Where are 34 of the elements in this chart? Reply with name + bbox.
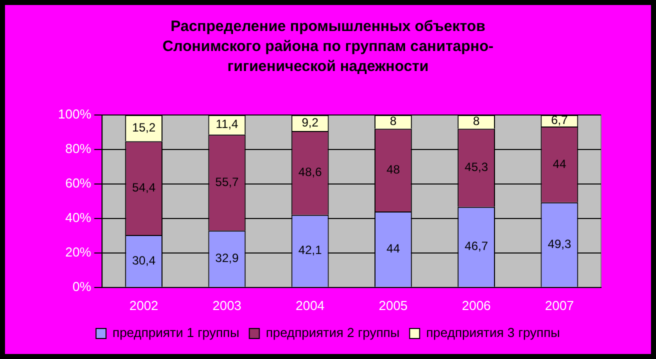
data-label: 44: [386, 242, 400, 256]
x-tick-label: 2006: [462, 298, 491, 313]
data-label: 15,2: [132, 120, 156, 134]
y-tick-label: 80%: [65, 141, 92, 156]
y-tick-label: 40%: [65, 210, 92, 226]
x-tick-label: 2005: [378, 298, 408, 313]
x-tick-label: 2003: [212, 298, 242, 313]
data-label: 55,7: [215, 174, 239, 189]
data-label: 45,3: [464, 160, 488, 174]
x-tick-label: 2002: [129, 298, 158, 313]
y-tick-label: 60%: [65, 176, 92, 191]
data-label: 48,6: [298, 165, 322, 180]
data-label: 8: [390, 114, 397, 128]
data-label: 32,9: [215, 251, 239, 266]
legend-label: предприятия 2 группы: [266, 325, 400, 340]
legend-label: предприяти 1 группы: [112, 325, 240, 340]
y-tick-label: 100%: [58, 106, 92, 122]
y-tick-label: 0%: [72, 278, 92, 294]
chart-title: Распределение промышленных объектов Слонимского района по группам санитарно-гигиенической надежности: [161, 17, 495, 77]
y-tick-label: 20%: [65, 244, 92, 260]
data-label: 6,7: [551, 113, 568, 128]
x-tick-label: 2007: [544, 298, 574, 313]
data-label: 11,4: [216, 117, 238, 132]
data-label: 44: [552, 156, 566, 171]
data-label: 8: [472, 114, 480, 128]
data-label: 9,2: [302, 115, 319, 130]
data-label: 49,3: [548, 236, 572, 251]
data-label: 54,4: [132, 180, 156, 194]
data-label: 30,4: [132, 253, 156, 268]
legend-label: предприятия 3 группы: [426, 325, 560, 340]
data-label: 46,7: [464, 239, 488, 254]
data-label: 42,1: [298, 243, 322, 258]
x-tick-label: 2004: [296, 298, 325, 313]
data-label: 48: [386, 162, 400, 176]
